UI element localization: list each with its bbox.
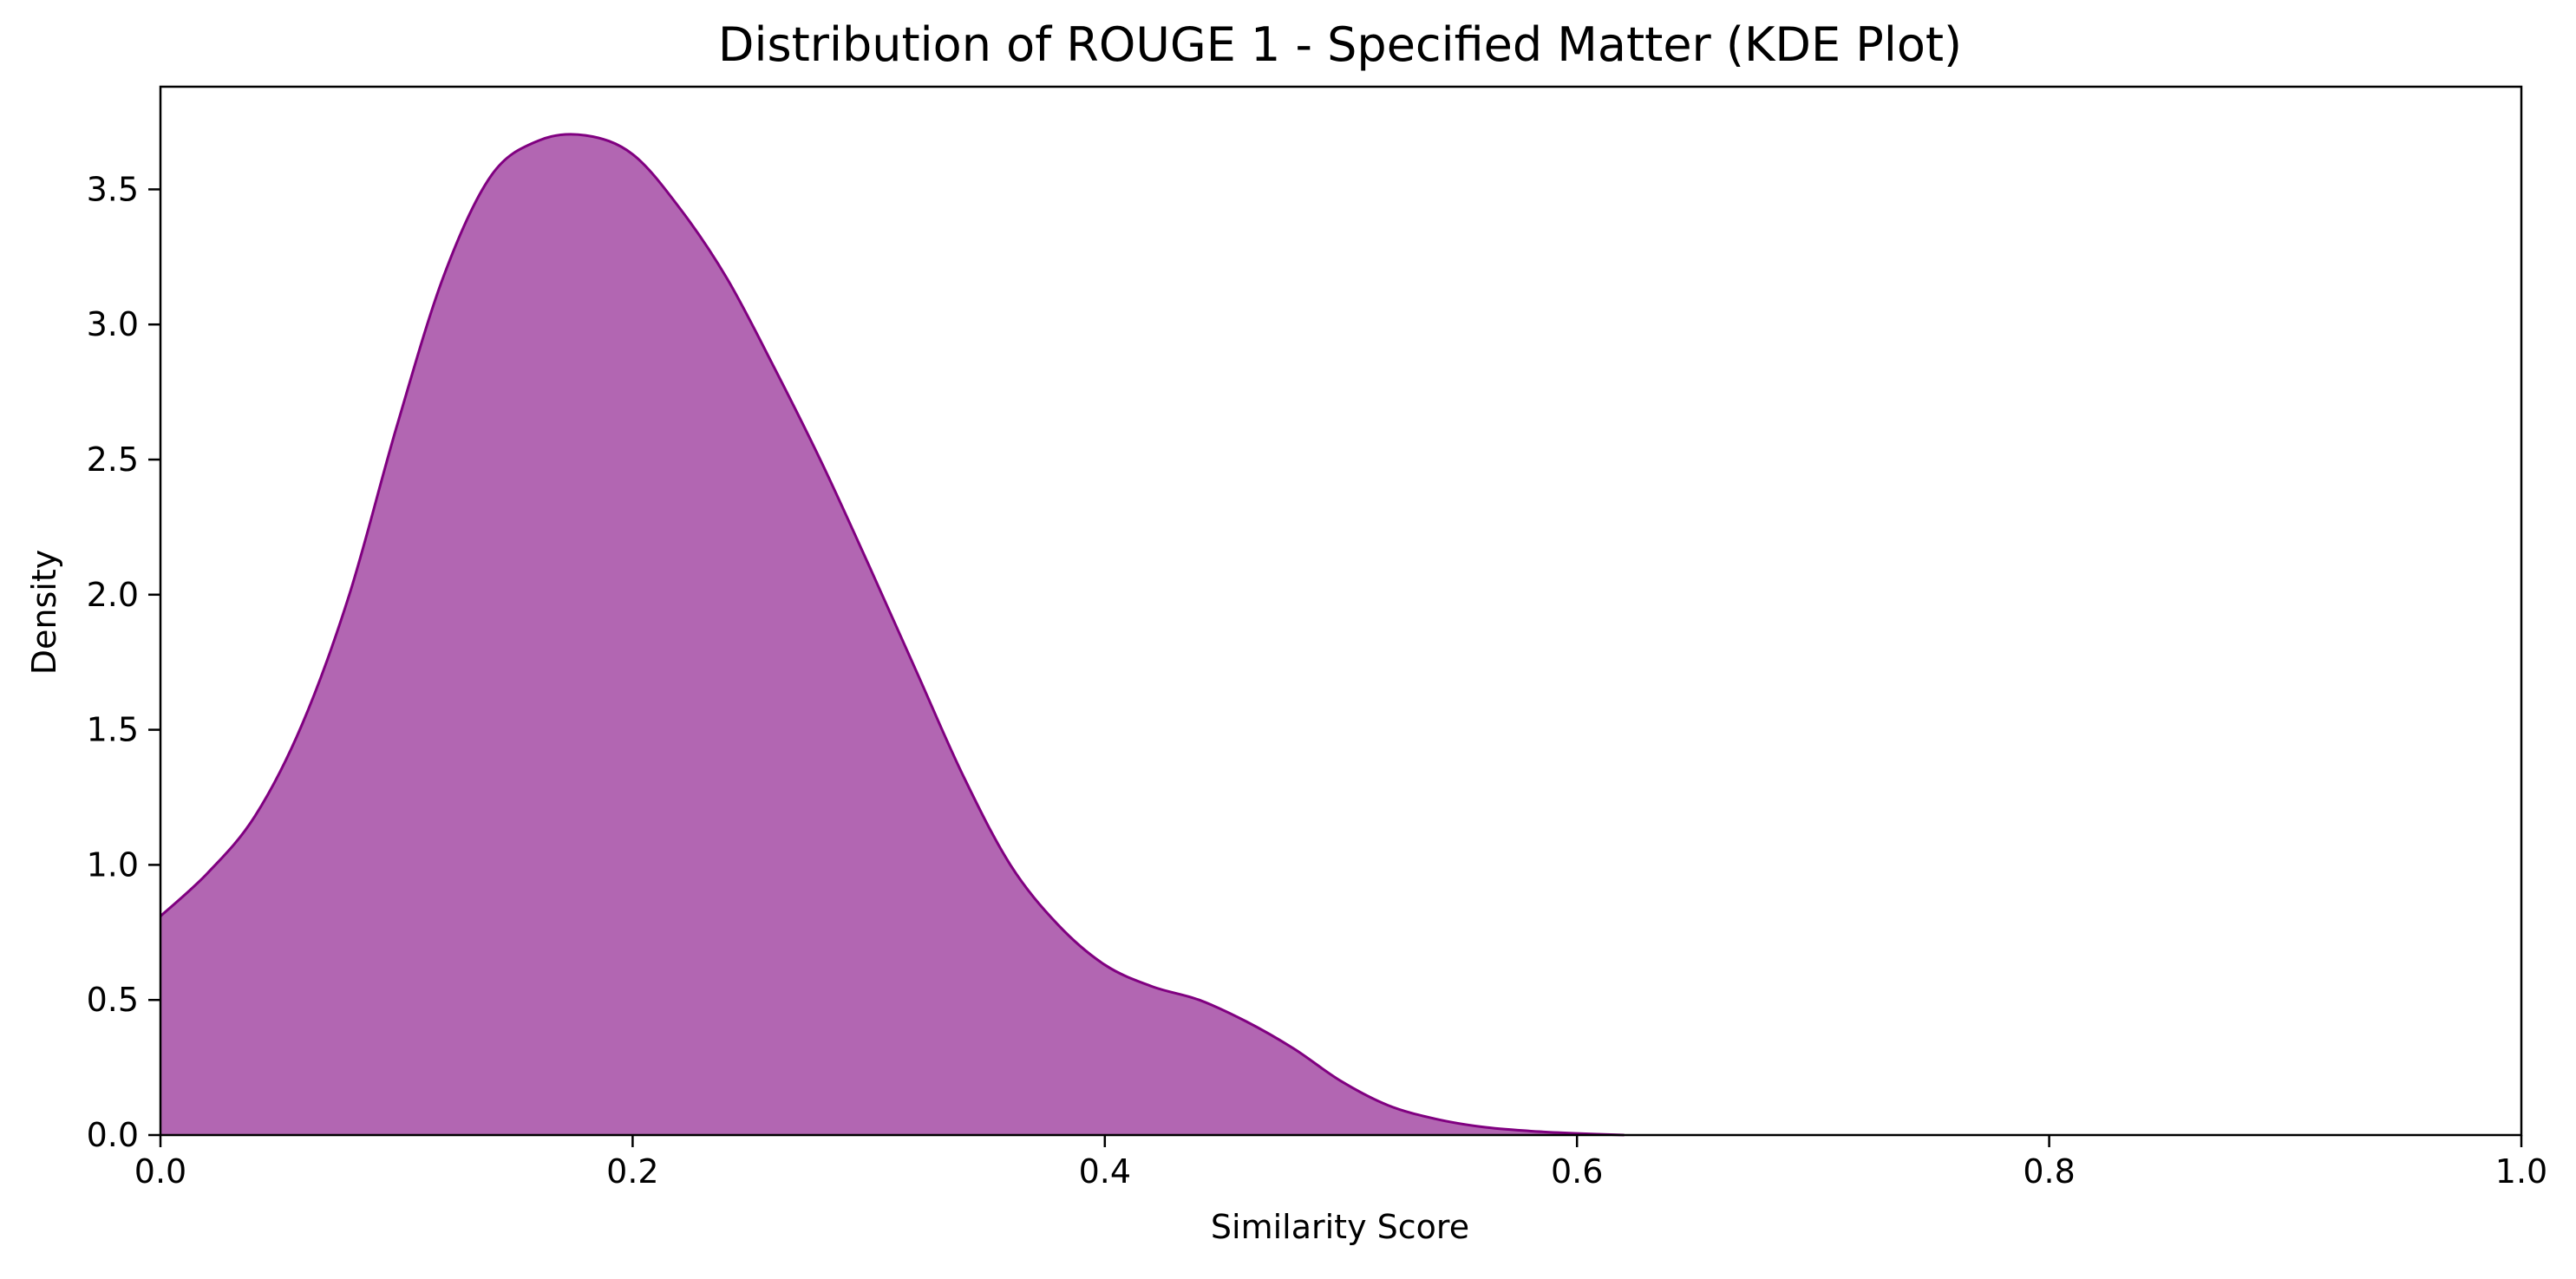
plot-area (159, 133, 1625, 1137)
y-tick-label: 0.0 (87, 1116, 139, 1154)
y-axis-label: Density (25, 550, 63, 675)
x-tick-label: 0.4 (1079, 1152, 1131, 1191)
x-tick-label: 0.8 (2023, 1152, 2075, 1191)
y-tick-label: 2.0 (87, 576, 139, 614)
x-tick-label: 0.6 (1551, 1152, 1603, 1191)
y-tick-label: 2.5 (87, 440, 139, 479)
y-tick-label: 1.0 (87, 845, 139, 884)
x-tick-label: 0.0 (134, 1152, 186, 1191)
y-tick-label: 0.5 (87, 981, 139, 1019)
kde-area-fill (160, 134, 1625, 1136)
x-axis-label: Similarity Score (1211, 1208, 1469, 1246)
x-tick-label: 0.2 (606, 1152, 658, 1191)
y-tick-label: 3.5 (87, 170, 139, 208)
y-tick-label: 3.0 (87, 305, 139, 343)
plot-frame (159, 85, 2523, 1137)
x-tick-label: 1.0 (2495, 1152, 2547, 1191)
chart-title: Distribution of ROUGE 1 - Specified Matt… (718, 17, 1962, 72)
y-tick-label: 1.5 (87, 711, 139, 749)
kde-line (159, 133, 1625, 1137)
axis-ticks: 0.0 0.2 0.4 0.6 0.8 1.0 0.0 0.5 1.0 1.5 2.0 2.5 3.0 3… (87, 170, 2548, 1191)
